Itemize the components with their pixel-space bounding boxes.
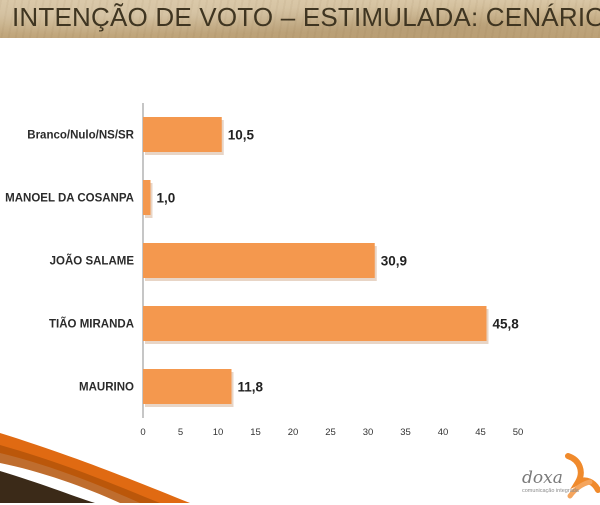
x-tick-label: 30 <box>363 427 374 438</box>
title-banner: INTENÇÃO DE VOTO – ESTIMULADA: CENÁRIO V <box>0 0 600 38</box>
x-tick-label: 35 <box>400 427 411 438</box>
decorative-swoosh <box>0 433 190 503</box>
x-tick-label: 0 <box>140 427 145 438</box>
bar <box>143 369 232 404</box>
x-tick-label: 5 <box>178 427 183 438</box>
bar <box>143 306 487 341</box>
x-tick-label: 40 <box>438 427 449 438</box>
category-label: MANOEL DA COSANPA <box>5 193 134 205</box>
category-label: JOÃO SALAME <box>50 255 135 268</box>
x-tick-label: 25 <box>325 427 336 438</box>
bar <box>143 243 375 278</box>
doxa-logo: doxa comunicação integrada <box>520 452 600 500</box>
x-tick-label: 45 <box>475 427 486 438</box>
x-tick-label: 50 <box>513 427 524 438</box>
bar <box>143 117 222 152</box>
value-label: 45,8 <box>493 317 520 332</box>
bar <box>143 180 151 215</box>
logo-wordmark: doxa <box>522 468 563 488</box>
value-label: 30,9 <box>381 254 407 269</box>
doxa-mark-icon <box>565 453 600 499</box>
value-label: 1,0 <box>157 191 176 206</box>
category-label: Branco/Nulo/NS/SR <box>27 130 134 142</box>
category-label: TIÃO MIRANDA <box>49 318 134 331</box>
x-tick-label: 15 <box>250 427 261 438</box>
x-tick-label: 20 <box>288 427 299 438</box>
category-label: MAURINO <box>79 382 134 394</box>
x-tick-label: 10 <box>213 427 224 438</box>
value-label: 10,5 <box>228 128 255 143</box>
value-label: 11,8 <box>238 380 264 395</box>
logo-tagline: comunicação integrada <box>522 488 579 494</box>
page-title: INTENÇÃO DE VOTO – ESTIMULADA: CENÁRIO V <box>12 2 600 32</box>
